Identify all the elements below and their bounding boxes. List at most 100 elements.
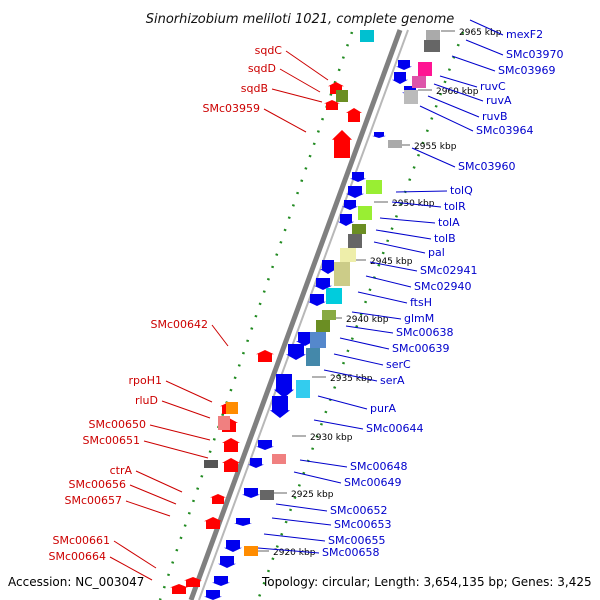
gene-box-gray: [426, 30, 440, 40]
gene-label-ruvb[interactable]: ruvB: [482, 110, 508, 123]
gene-label-sera[interactable]: serA: [380, 374, 405, 387]
gene-box-steelblue: [310, 332, 326, 348]
gene-leader-line: [293, 471, 342, 484]
gene-leader-line: [299, 459, 348, 468]
gene-label-ctra[interactable]: ctrA: [110, 464, 133, 477]
gene-box-salmon: [218, 416, 230, 430]
gene-leader-line: [411, 147, 456, 168]
gene-box-pink: [412, 76, 426, 88]
plus-strand-gene-arrow: [270, 396, 290, 418]
gene-label-smc00653[interactable]: SMc00653: [334, 518, 392, 531]
kbp-tick-label: 2920 kbp: [273, 548, 316, 558]
gene-label-ruva[interactable]: ruvA: [486, 94, 512, 107]
gene-label-pura[interactable]: purA: [370, 402, 396, 415]
gene-label-smc00638[interactable]: SMc00638: [396, 326, 454, 339]
gene-label-smc00651[interactable]: SMc00651: [82, 434, 140, 447]
gene-label-smc02940[interactable]: SMc02940: [414, 280, 472, 293]
gene-leader-line: [109, 556, 153, 581]
plus-strand-gene-arrow: [392, 72, 408, 84]
gene-label-glmm[interactable]: glmM: [404, 312, 434, 325]
gene-leader-line: [469, 19, 504, 36]
minus-strand-gene-arrow: [204, 517, 222, 529]
gene-box-khaki: [334, 262, 350, 286]
gene-leader-line: [465, 39, 504, 56]
gene-label-sqdb[interactable]: sqdB: [241, 82, 268, 95]
gene-leader-line: [345, 325, 394, 334]
gene-label-sqdc[interactable]: sqdC: [255, 44, 283, 57]
gene-leader-line: [379, 217, 436, 224]
gene-label-smc00649[interactable]: SMc00649: [344, 476, 402, 489]
gene-box-salmon: [272, 454, 286, 464]
kbp-tick-label: 2935 kbp: [330, 374, 373, 384]
gene-leader-line: [419, 105, 474, 132]
gene-label-pal[interactable]: pal: [428, 246, 445, 259]
gene-label-smc02941[interactable]: SMc02941: [420, 264, 478, 277]
plus-strand-gene-arrow: [296, 332, 314, 346]
gene-label-smc00648[interactable]: SMc00648: [350, 460, 408, 473]
gene-label-ruvc[interactable]: ruvC: [480, 80, 506, 93]
gene-box-olive: [336, 90, 348, 102]
gene-box-white: [174, 512, 186, 518]
gene-leader-line: [313, 419, 364, 430]
minus-strand-gene-arrow: [170, 584, 188, 594]
gene-leader-line: [125, 500, 171, 517]
gene-label-smc00664[interactable]: SMc00664: [48, 550, 106, 563]
gene-label-smc00639[interactable]: SMc00639: [392, 342, 450, 355]
gene-leader-line: [395, 190, 448, 193]
kbp-tick-label: 2925 kbp: [291, 490, 334, 500]
gene-box-teal: [306, 348, 320, 366]
kbp-tick-label: 2930 kbp: [310, 433, 353, 443]
gene-label-smc00661[interactable]: SMc00661: [52, 534, 110, 547]
gene-label-tolr[interactable]: tolR: [444, 200, 466, 213]
gene-box-orange: [244, 546, 258, 556]
gene-label-smc03970[interactable]: SMc03970: [506, 48, 564, 61]
gene-label-smc00644[interactable]: SMc00644: [366, 422, 424, 435]
gene-box-darkgray: [348, 234, 362, 248]
gene-label-smc00655[interactable]: SMc00655: [328, 534, 386, 547]
gene-box-orange: [226, 402, 238, 414]
gene-leader-line: [135, 470, 183, 493]
gene-label-smc03969[interactable]: SMc03969: [498, 64, 556, 77]
gene-label-smc00652[interactable]: SMc00652: [330, 504, 388, 517]
gene-label-smc00650[interactable]: SMc00650: [88, 418, 146, 431]
gene-label-smc00658[interactable]: SMc00658: [322, 546, 380, 559]
gene-label-rpoh1[interactable]: rpoH1: [128, 374, 162, 387]
gene-label-mexf2[interactable]: mexF2: [506, 28, 543, 41]
gene-label-smc00657[interactable]: SMc00657: [64, 494, 122, 507]
gene-label-smc00656[interactable]: SMc00656: [68, 478, 126, 491]
gene-label-smc03964[interactable]: SMc03964: [476, 124, 534, 137]
gene-leader-line: [317, 395, 368, 410]
gene-label-ftsh[interactable]: ftsH: [410, 296, 432, 309]
gene-label-smc03960[interactable]: SMc03960: [458, 160, 516, 173]
accession-text: Accession: NC_003047: [8, 575, 145, 589]
gene-label-rlud[interactable]: rluD: [135, 394, 158, 407]
gene-label-smc03959[interactable]: SMc03959: [202, 102, 260, 115]
gene-leader-line: [333, 353, 384, 366]
plus-strand-gene-arrow: [242, 488, 260, 498]
gene-box-gray: [388, 140, 402, 148]
genome-backbone-inner: [198, 29, 409, 600]
gene-label-tolb[interactable]: tolB: [434, 232, 456, 245]
plus-strand-gene-arrow: [338, 214, 354, 226]
gene-box-cyan: [326, 288, 342, 304]
gene-leader-line: [375, 229, 432, 240]
gene-label-smc00642[interactable]: SMc00642: [150, 318, 208, 331]
plus-strand-gene-arrow: [372, 132, 386, 138]
gene-label-tola[interactable]: tolA: [438, 216, 460, 229]
topology-text: Topology: circular; Length: 3,654,135 bp…: [262, 575, 592, 589]
plus-strand-gene-arrow: [396, 60, 412, 70]
gene-leader-line: [279, 68, 321, 93]
gene-leader-line: [165, 380, 213, 403]
minus-strand-gene-arrow: [324, 100, 340, 110]
gene-label-serc[interactable]: serC: [386, 358, 411, 371]
plus-strand-gene-arrow: [212, 576, 230, 586]
kbp-tick-label: 2965 kbp: [459, 28, 502, 38]
plus-strand-gene-arrow: [342, 200, 358, 210]
gene-label-sqdd[interactable]: sqdD: [248, 62, 276, 75]
gene-leader-line: [369, 261, 418, 272]
gene-label-tolq[interactable]: tolQ: [450, 184, 473, 197]
gene-leader-line: [451, 55, 496, 72]
plus-strand-gene-arrow: [320, 260, 336, 274]
gene-leader-line: [391, 201, 442, 208]
